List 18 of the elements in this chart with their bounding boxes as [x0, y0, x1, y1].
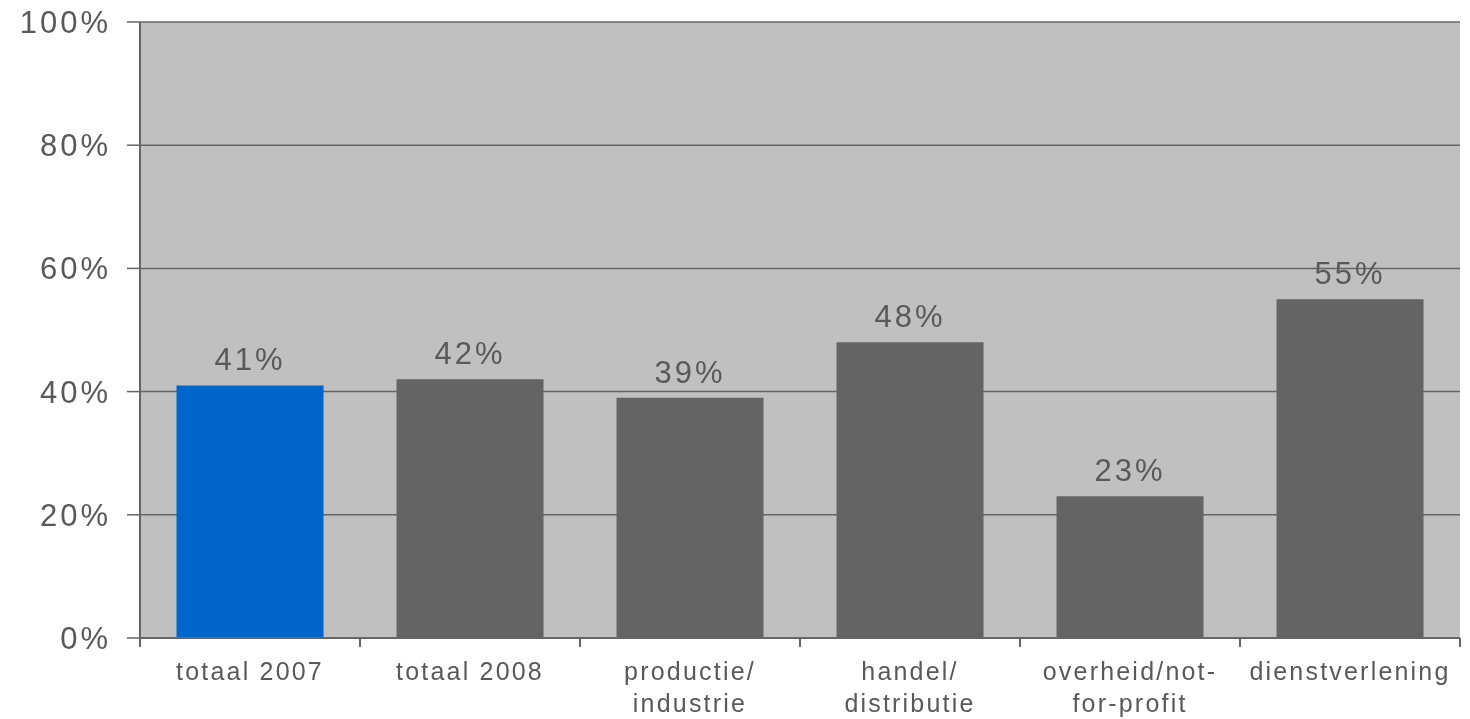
data-label: 42% [434, 336, 506, 372]
y-tick-label: 40% [39, 374, 111, 410]
y-tick-label: 80% [39, 128, 111, 164]
y-tick-label: 0% [60, 621, 111, 657]
x-tick-label: totaal 2008 [396, 657, 544, 685]
y-tick-label: 60% [39, 251, 111, 287]
data-label: 39% [654, 354, 726, 390]
data-label: 23% [1094, 453, 1166, 489]
x-tick-label: handel/distributie [844, 657, 976, 717]
x-tick-label: overheid/not-for-profit [1042, 657, 1218, 717]
x-tick-label: productie/industrie [624, 657, 756, 717]
x-tick-label: totaal 2007 [176, 657, 324, 685]
y-tick-label: 100% [19, 5, 111, 41]
data-label: 48% [874, 299, 946, 335]
x-tick-label: dienstverlening [1249, 657, 1451, 685]
y-tick-label: 20% [39, 497, 111, 533]
data-label: 41% [214, 342, 286, 378]
bar [176, 385, 324, 638]
